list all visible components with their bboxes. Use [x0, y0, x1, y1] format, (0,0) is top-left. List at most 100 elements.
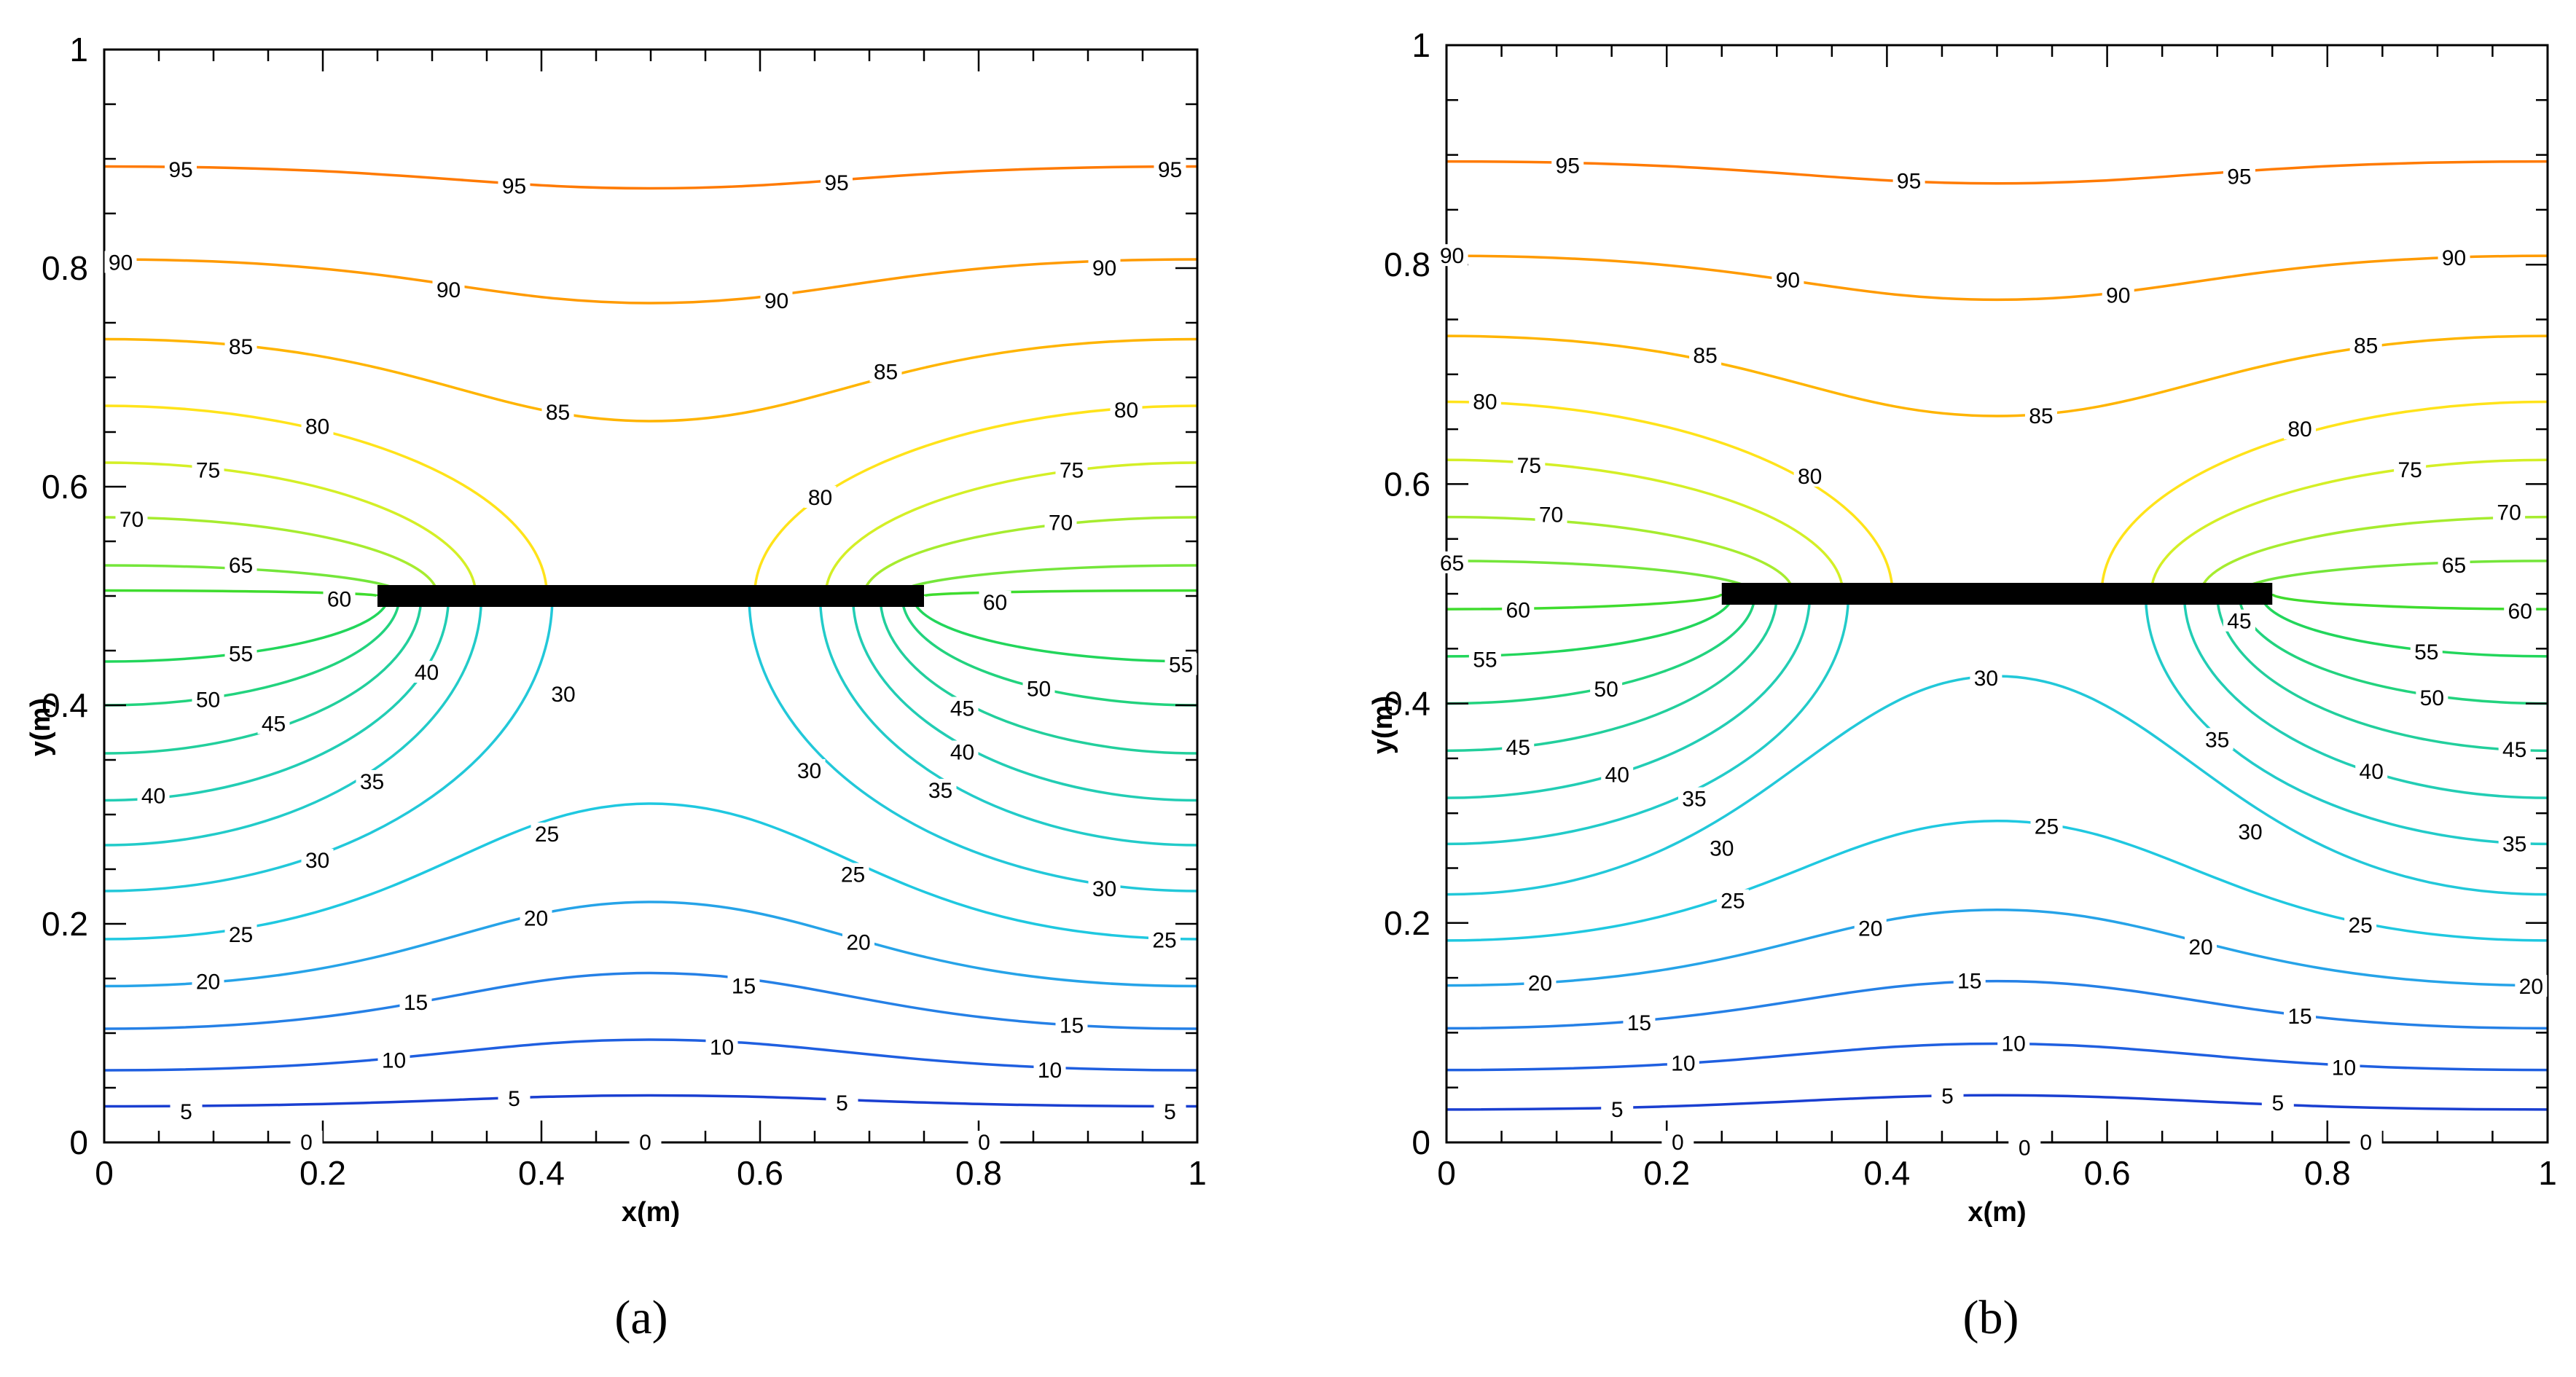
contour-90: [104, 258, 1197, 305]
contour-label: 60: [2508, 600, 2532, 624]
y-tick-label: 0.6: [42, 468, 88, 506]
contour-label: 85: [1693, 344, 1717, 368]
contour-label: 90: [109, 251, 133, 275]
contour-45-right: [879, 595, 1197, 755]
contour-label: 20: [2188, 935, 2212, 960]
contour-label: 35: [2502, 832, 2526, 856]
contour-label: 50: [2420, 686, 2444, 710]
y-tick-label: 0.2: [42, 905, 88, 943]
contour-label: 40: [141, 785, 165, 809]
contour-40-right: [851, 595, 1197, 802]
contour-55-right: [912, 595, 1197, 663]
panel-b: 0 0.2 0.4 0.6 0.8 100.20.40.60.81x(m)y(m)9595…: [1368, 26, 2557, 1344]
contour-label: 85: [229, 335, 253, 359]
contour-lines: [1446, 160, 2548, 1111]
contour-label: 55: [229, 643, 253, 667]
contour-label: 70: [2497, 501, 2521, 525]
contour-label: 75: [1060, 459, 1084, 483]
contour-label: 5: [1941, 1085, 1954, 1109]
contour-label: 35: [928, 779, 952, 803]
contour-70-left: [1446, 515, 1795, 595]
contour-label: 40: [415, 661, 439, 685]
contour-label: 45: [2227, 610, 2251, 634]
contour-label: 40: [950, 741, 974, 765]
contour-label: 60: [1506, 599, 1530, 623]
contour-label: 25: [2348, 914, 2372, 938]
contour-label: 5: [1611, 1098, 1624, 1122]
contour-label: 80: [1473, 390, 1497, 414]
x-tick-label: 0.6: [737, 1154, 783, 1192]
contour-60-right: [923, 589, 1197, 597]
contour-label: 80: [1114, 399, 1138, 423]
x-axis-title: x(m): [1968, 1197, 2026, 1228]
contour-75-left: [104, 461, 477, 597]
contour-label: 10: [382, 1049, 406, 1073]
y-axis-title: y(m): [1368, 696, 1398, 754]
contour-label: 35: [360, 770, 384, 794]
contour-label: 35: [1682, 788, 1706, 812]
contour-label: 20: [196, 970, 220, 994]
contour-80-left: [104, 404, 549, 597]
contour-50-left: [104, 595, 401, 707]
contour-label: 5: [180, 1100, 192, 1124]
contour-label: 30: [1710, 836, 1734, 860]
x-tick-label: 0.2: [1643, 1154, 1690, 1192]
contour-20: [1446, 908, 2548, 987]
contour-label: 20: [1528, 972, 1552, 996]
contour-label: 10: [1671, 1052, 1695, 1076]
x-tick-label: 0.4: [518, 1154, 565, 1192]
contour-70-right: [862, 516, 1197, 597]
y-tick-label: 0.8: [42, 249, 88, 287]
contour-label: 90: [2442, 246, 2466, 270]
contour-35-right: [2144, 593, 2548, 846]
contour-label: 60: [327, 588, 351, 612]
contour-label: 65: [1440, 552, 1464, 576]
contour-label: 30: [797, 759, 821, 783]
contour-label: 95: [824, 171, 848, 195]
contour-label: 90: [2106, 283, 2130, 307]
contour-75-right: [824, 461, 1197, 597]
contour-85: [104, 337, 1197, 423]
contour-10: [104, 1038, 1197, 1072]
contour-label: 30: [1974, 667, 1998, 691]
contour-label: 20: [2519, 975, 2543, 999]
contour-40-right: [2182, 593, 2548, 799]
axis-ticks: [103, 48, 1199, 1144]
contour-75-left: [1446, 458, 1844, 595]
contour-75-right: [2150, 458, 2548, 595]
y-axis-title: y(m): [26, 698, 56, 756]
contour-label: 90: [1776, 268, 1800, 292]
contour-70-left: [104, 516, 439, 597]
contour-25: [104, 802, 1197, 941]
contour-label: 80: [1798, 465, 1822, 489]
contour-label: 55: [2414, 640, 2438, 664]
contour-45-left: [1446, 593, 1779, 753]
contour-label: 95: [1897, 170, 1921, 194]
contour-label: 25: [1720, 890, 1745, 914]
contour-label: 10: [1038, 1059, 1062, 1083]
contour-label: 90: [764, 289, 788, 313]
contour-label: 0: [2019, 1137, 2031, 1161]
contour-label: 90: [1440, 244, 1464, 268]
x-tick-label: 1: [2538, 1154, 2557, 1192]
contour-45-left: [104, 595, 423, 755]
contour-label: 85: [2354, 334, 2378, 358]
contour-25: [1446, 819, 2548, 942]
contour-label: 5: [508, 1087, 520, 1111]
contour-50-right: [2238, 593, 2548, 705]
y-tick-label: 0: [1412, 1123, 1430, 1161]
contour-5: [104, 1094, 1197, 1108]
contour-80-left: [1446, 400, 1894, 595]
contour-55-right: [2260, 593, 2548, 658]
x-tick-label: 0.6: [2084, 1154, 2131, 1192]
contour-label: 25: [1152, 929, 1176, 953]
y-tick-label: 1: [1412, 26, 1430, 64]
y-tick-label: 0.4: [42, 686, 88, 724]
contour-label: 40: [2360, 760, 2384, 784]
contour-label: 90: [436, 278, 461, 302]
contour-label: 75: [196, 459, 220, 483]
contour-80-right: [2100, 400, 2548, 595]
contour-60-left: [104, 589, 379, 597]
contour-label: 85: [2029, 404, 2053, 428]
contour-65-left: [1446, 560, 1756, 595]
